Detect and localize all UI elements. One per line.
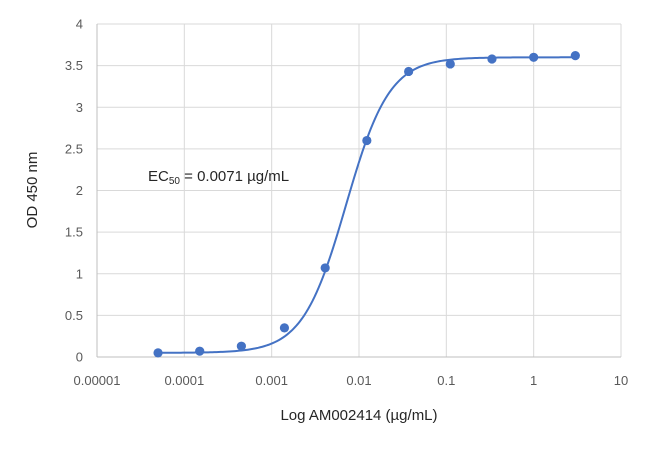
y-tick-label: 2.5 [65,141,83,156]
x-tick-label: 1 [530,373,537,388]
y-tick-label: 4 [76,17,83,32]
data-point [570,51,580,61]
x-tick-label: 0.00001 [74,373,121,388]
fit-curve [158,56,576,354]
data-point [487,54,497,64]
x-tick-label: 0.01 [346,373,371,388]
data-point [320,263,330,273]
axes [96,24,621,358]
data-point [236,341,246,351]
x-tick-label: 10 [614,373,628,388]
ec50-annotation: EC50 = 0.0071 µg/mL [148,168,289,187]
y-axis-title: OD 450 nm [24,152,41,229]
x-tick-label: 0.1 [437,373,455,388]
x-tick-label: 0.001 [255,373,288,388]
x-tick-labels: 0.00001 0.0001 0.001 0.01 0.1 1 10 [74,373,629,388]
y-tick-label: 1.5 [65,225,83,240]
y-tick-label: 1 [76,266,83,281]
y-tick-label: 3 [76,100,83,115]
ec50-annotation-suffix: = 0.0071 µg/mL [180,168,289,185]
ec50-annotation-prefix: EC [148,168,169,185]
y-tick-label: 0 [76,350,83,365]
fit-curve-group [158,56,576,354]
data-point [279,323,290,333]
data-point [362,135,372,146]
data-point [153,348,163,358]
y-tick-label: 2 [76,183,83,198]
data-point [404,66,414,77]
data-points [153,51,580,358]
x-axis-title: Log AM002414 (µg/mL) [280,407,437,424]
x-tick-label: 0.0001 [164,373,204,388]
y-tick-labels: 0 0.5 1 1.5 2 2.5 3 3.5 4 [65,17,83,365]
data-point [445,59,455,69]
ec50-annotation-subscript: 50 [169,176,181,187]
data-point [195,346,205,356]
y-tick-label: 0.5 [65,308,83,323]
y-tick-label: 3.5 [65,58,83,73]
gridlines [97,23,622,357]
data-point [529,52,539,62]
